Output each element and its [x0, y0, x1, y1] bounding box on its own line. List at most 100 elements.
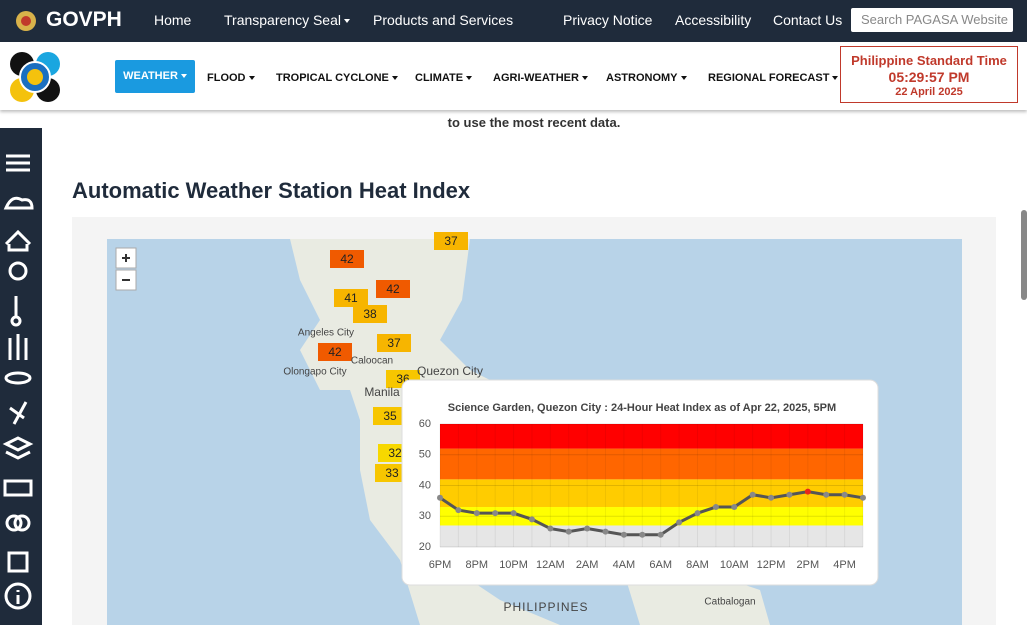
clock-label: Philippine Standard Time	[851, 53, 1007, 68]
data-point[interactable]	[712, 504, 719, 511]
sidebar	[0, 128, 42, 625]
heat-band	[440, 448, 863, 480]
station-marker[interactable]	[318, 343, 352, 361]
data-point[interactable]	[694, 510, 701, 517]
clock-time: 05:29:57 PM	[888, 69, 970, 85]
menu-item[interactable]: FLOOD	[207, 72, 255, 84]
x-tick-label: 6AM	[649, 559, 672, 571]
y-tick-label: 20	[419, 541, 431, 553]
data-point[interactable]	[510, 510, 517, 517]
station-marker[interactable]	[373, 407, 407, 425]
search-box[interactable]: Search PAGASA Website	[851, 8, 1013, 32]
station-marker[interactable]	[375, 464, 409, 482]
heat-index-line	[439, 490, 864, 537]
data-point[interactable]	[841, 491, 848, 498]
data-point[interactable]	[565, 528, 572, 535]
data-point[interactable]	[473, 510, 480, 517]
place-label: Caloocan	[351, 356, 393, 367]
station-marker[interactable]	[334, 289, 368, 307]
menu-item[interactable]: ASTRONOMY	[606, 72, 687, 84]
station-value: 32	[388, 446, 402, 460]
clock-date: 22 April 2025	[895, 86, 963, 98]
station-value: 42	[340, 252, 354, 266]
nav-link[interactable]: Products and Services	[373, 12, 514, 28]
heat-band	[440, 424, 863, 449]
data-point[interactable]	[528, 516, 535, 523]
data-point[interactable]	[620, 531, 627, 538]
station-marker[interactable]	[376, 280, 410, 298]
x-tick-label: 6PM	[429, 559, 452, 571]
data-point[interactable]	[749, 491, 756, 498]
data-point[interactable]	[455, 507, 462, 514]
nav-link[interactable]: Accessibility	[675, 12, 752, 28]
menu-item[interactable]: REGIONAL FORECAST	[708, 72, 838, 84]
place-label: Olongapo City	[283, 367, 346, 378]
data-point[interactable]	[639, 531, 646, 538]
station-value: 33	[385, 466, 399, 480]
x-tick-label: 4AM	[613, 559, 636, 571]
station-marker[interactable]	[330, 250, 364, 268]
notice: to use the most recent data.	[447, 115, 621, 130]
menu-item[interactable]: TROPICAL CYCLONE	[276, 72, 398, 84]
data-point[interactable]	[657, 531, 664, 538]
data-point[interactable]	[437, 494, 443, 501]
heat-band	[440, 507, 863, 526]
data-point[interactable]	[492, 510, 499, 517]
station-value: 42	[328, 345, 342, 359]
data-point[interactable]	[731, 504, 738, 511]
station-marker[interactable]	[434, 232, 468, 250]
data-point[interactable]	[823, 491, 830, 498]
place-label: PHILIPPINES	[503, 600, 588, 614]
station-value: 42	[386, 282, 400, 296]
zoom-glyphs	[122, 254, 130, 281]
x-tick-label: 2PM	[797, 559, 820, 571]
place-label: Quezon City	[417, 364, 483, 378]
top-bar: GOVPH Search PAGASA Website Home Transpar…	[0, 0, 1027, 42]
chart-title: Science Garden, Quezon City : 24-Hour He…	[448, 402, 836, 414]
menu-item[interactable]: WEATHER	[115, 60, 195, 93]
station-value: 38	[363, 307, 377, 321]
place-label: Angeles City	[298, 328, 354, 339]
data-point[interactable]	[676, 519, 683, 526]
data-point[interactable]	[584, 525, 591, 532]
x-tick-label: 12AM	[536, 559, 565, 571]
brand[interactable]: GOVPH	[46, 8, 122, 31]
station-value: 37	[387, 336, 401, 350]
station-value: 35	[383, 409, 397, 423]
pagasa-logo	[10, 52, 60, 102]
place-label: Catbalogan	[704, 597, 755, 608]
nav-link[interactable]: Contact Us	[773, 12, 843, 28]
nav-link[interactable]: Transparency Seal	[224, 12, 350, 28]
nav-link[interactable]: Home	[154, 12, 192, 28]
x-tick-label: 10PM	[499, 559, 528, 571]
y-tick-label: 50	[419, 449, 431, 461]
station-marker[interactable]	[377, 334, 411, 352]
data-point[interactable]	[786, 491, 793, 498]
station-marker[interactable]	[353, 305, 387, 323]
nav-link[interactable]: Privacy Notice	[563, 12, 653, 28]
x-tick-label: 10AM	[720, 559, 749, 571]
data-point[interactable]	[602, 528, 609, 535]
data-point[interactable]	[860, 494, 866, 501]
menu-bar: Philippine Standard Time 05:29:57 PM 22 …	[0, 42, 1027, 110]
x-tick-label: 8AM	[686, 559, 709, 571]
station-value: 37	[444, 234, 458, 248]
x-tick-label: 8PM	[465, 559, 488, 571]
x-tick-label: 2AM	[576, 559, 599, 571]
y-tick-label: 40	[419, 479, 431, 491]
menu-item[interactable]: CLIMATE	[415, 72, 472, 84]
data-point[interactable]	[547, 525, 554, 532]
y-tick-label: 30	[419, 510, 431, 522]
station-value: 41	[344, 291, 358, 305]
x-tick-label: 4PM	[833, 559, 856, 571]
data-point[interactable]	[804, 488, 811, 495]
sidebar-icons	[2, 154, 34, 610]
y-tick-label: 60	[419, 418, 431, 430]
scrollbar[interactable]	[1021, 210, 1027, 300]
menu-item[interactable]: AGRI-WEATHER	[493, 72, 588, 84]
clock: Philippine Standard Time 05:29:57 PM 22 …	[840, 46, 1018, 103]
data-point[interactable]	[768, 494, 775, 501]
seal-icon	[16, 11, 36, 31]
